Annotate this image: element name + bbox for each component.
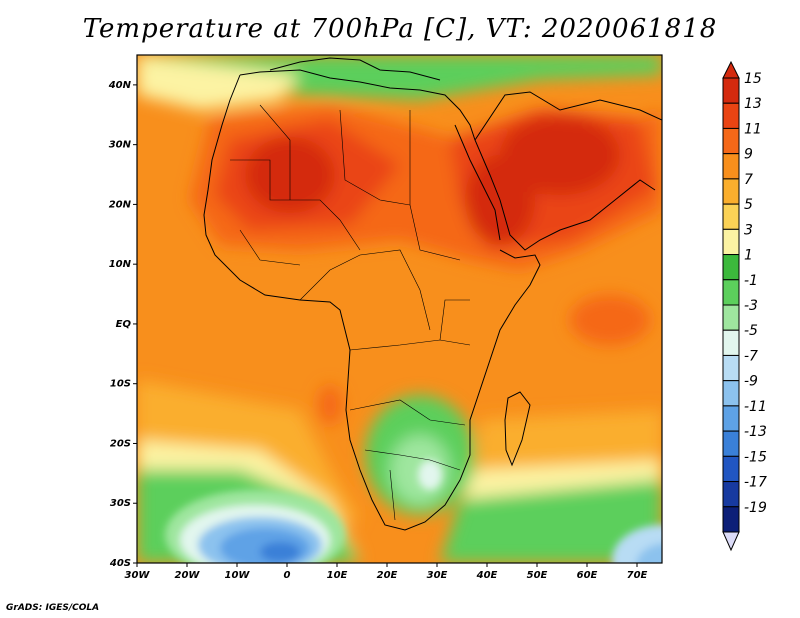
lon-tick-label: 20W: [175, 570, 201, 581]
colorbar-box: [722, 354, 740, 382]
lon-tick-label: 30E: [427, 570, 448, 581]
colorbar-box: [722, 481, 740, 508]
colorbar-label: 15: [744, 71, 762, 87]
colorbar-label: -11: [744, 399, 767, 415]
map-title: Temperature at 700hPa [C], VT: 202006181…: [82, 14, 718, 44]
colorbar-label: -15: [744, 449, 767, 465]
colorbar-bottom-arrow: [722, 531, 740, 552]
colorbar-label: -17: [744, 475, 767, 491]
colorbar-label: -5: [744, 323, 758, 339]
colorbar-top-arrow: [722, 60, 740, 79]
colorbar-box: [722, 203, 740, 230]
colorbar-label: -19: [744, 500, 767, 516]
colorbar-label: 5: [744, 197, 753, 213]
lat-tick-label: EQ: [116, 319, 132, 330]
lon-tick-label: 30W: [125, 570, 151, 581]
colorbar-label: -1: [744, 273, 758, 289]
colorbar-box: [722, 254, 740, 281]
lat-tick-label: 20N: [109, 199, 132, 210]
lon-tick-label: 20E: [377, 570, 398, 581]
lon-tick-label: 70E: [627, 570, 648, 581]
lat-tick-label: 10N: [109, 259, 132, 270]
lon-tick-label: 60E: [577, 570, 598, 581]
colorbar-label: 13: [744, 96, 762, 112]
longitude-axis: 30W 20W 10W 0 10E 20E 30E 40E 50E 60E 70E: [125, 563, 648, 581]
colorbar-box: [722, 153, 740, 180]
colorbar-box: [722, 228, 740, 256]
colorbar-label: -3: [744, 298, 758, 314]
lat-tick-label: 30S: [110, 498, 131, 509]
lon-tick-label: 10E: [327, 570, 348, 581]
colorbar-box: [722, 329, 740, 356]
colorbar-label: 9: [744, 147, 753, 163]
colorbar-box: [722, 304, 740, 331]
colorbar-label: -9: [744, 374, 758, 390]
colorbar-box: [722, 405, 740, 432]
country-borders: [230, 104, 471, 521]
colorbar-label: 7: [744, 172, 753, 188]
latitude-axis: 40N 30N 20N 10N EQ 10S 20S 30S 40S: [108, 80, 137, 569]
lon-tick-label: 0: [284, 570, 291, 581]
colorbar-box: [722, 127, 740, 155]
colorbar-label: 3: [744, 222, 753, 238]
colorbar-box: [722, 430, 740, 457]
lon-tick-label: 40E: [476, 570, 498, 581]
colorbar-label: 11: [744, 121, 762, 137]
credit-text: GrADS: IGES/COLA: [6, 603, 100, 613]
colorbar-box: [722, 380, 740, 407]
colorbar-box: [722, 77, 740, 104]
lat-tick-label: 40S: [109, 558, 131, 569]
colorbar-label: -7: [744, 348, 758, 364]
lat-tick-label: 10S: [110, 379, 131, 390]
colorbar-box: [722, 102, 740, 129]
lat-tick-label: 30N: [109, 140, 132, 151]
lon-tick-label: 50E: [527, 570, 548, 581]
colorbar-label: -13: [744, 424, 767, 440]
colorbar-box: [722, 455, 740, 483]
lat-tick-label: 40N: [108, 80, 132, 91]
lat-tick-label: 20S: [110, 438, 131, 449]
colorbar-label: 1: [744, 248, 753, 264]
colorbar: 15 13 11 9 7 5 3 1 -1 -3 -5 -7 -9 -11 -13 -15 -17 -19: [722, 60, 767, 552]
colorbar-box: [722, 178, 740, 205]
temperature-field: [137, 55, 662, 563]
colorbar-box: [722, 279, 740, 306]
map-frame: [136, 54, 663, 564]
lon-tick-label: 10W: [225, 570, 251, 581]
coastlines: [203, 57, 662, 531]
colorbar-box: [722, 506, 740, 533]
